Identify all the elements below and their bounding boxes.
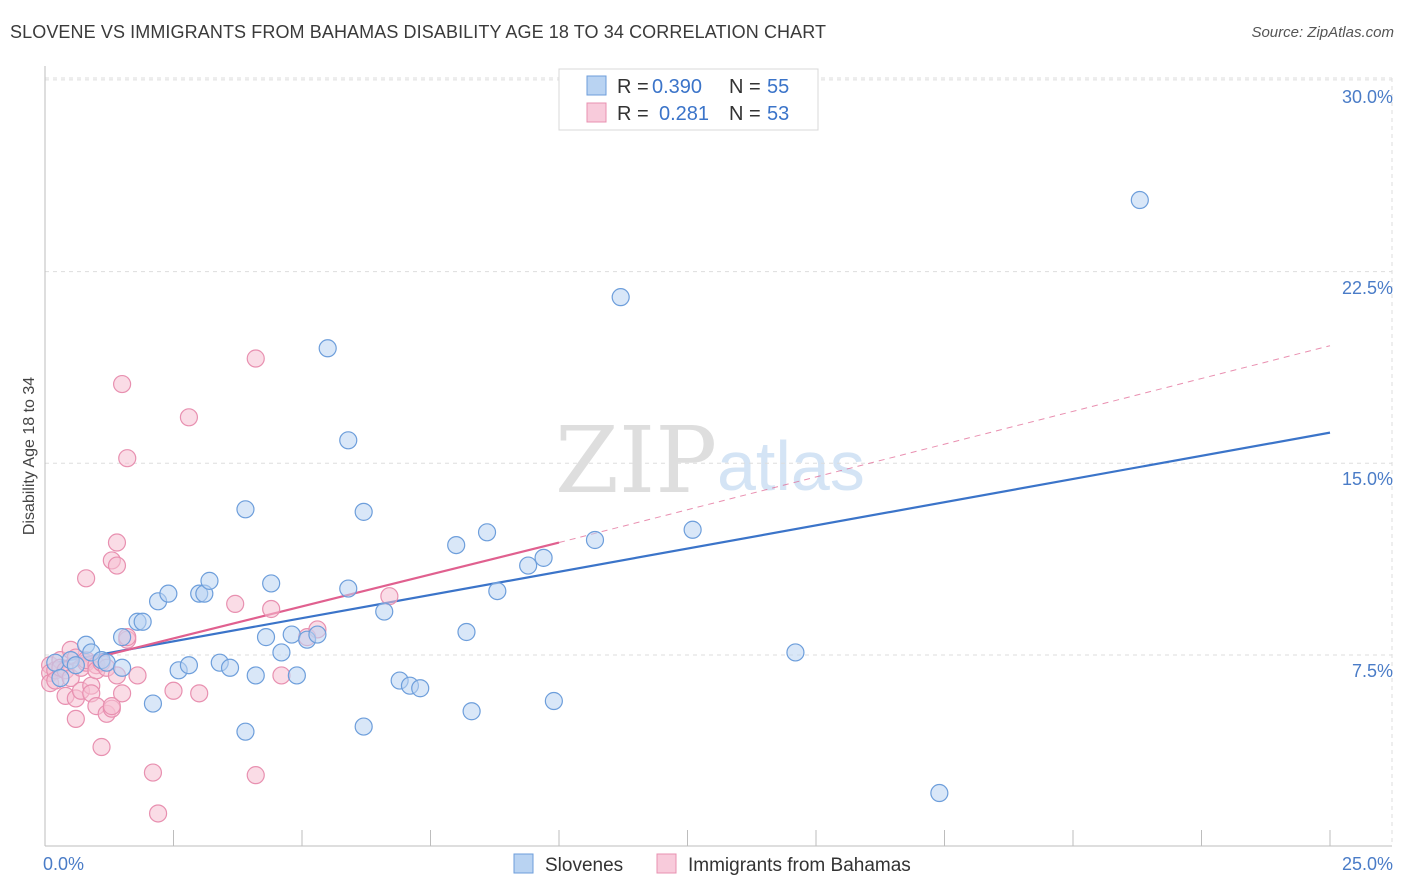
- legend-r-value-2: 0.281: [659, 103, 709, 125]
- point-slovenes: [272, 643, 291, 662]
- point-slovenes: [51, 668, 70, 688]
- point-slovenes: [236, 500, 255, 519]
- point-slovenes: [457, 622, 476, 642]
- chart-title: SLOVENE VS IMMIGRANTS FROM BAHAMAS DISAB…: [10, 22, 827, 42]
- watermark-atlas: atlas: [717, 427, 865, 505]
- legend-swatch-slovenes: [586, 75, 607, 96]
- point-slovenes: [282, 625, 301, 644]
- y-tick-label-7-5: 7.5%: [1352, 661, 1393, 681]
- trendlines: [55, 345, 1331, 669]
- point-bahamas: [246, 766, 265, 785]
- point-slovenes: [97, 653, 116, 672]
- point-slovenes: [477, 523, 497, 542]
- x-tick-label-max: 25.0%: [1342, 854, 1393, 874]
- point-bahamas: [112, 374, 132, 394]
- gridlines: [45, 77, 1393, 846]
- point-slovenes: [488, 581, 507, 601]
- point-slovenes: [262, 574, 281, 593]
- point-slovenes: [318, 339, 337, 358]
- point-slovenes: [611, 288, 630, 307]
- point-slovenes: [585, 530, 605, 550]
- point-bahamas: [143, 763, 163, 782]
- point-bahamas: [164, 681, 183, 700]
- legend-r-value-1: 0.390: [652, 76, 702, 98]
- point-bahamas: [179, 408, 199, 427]
- point-slovenes: [256, 628, 276, 647]
- legend-n-value-1: 55: [767, 76, 789, 98]
- point-slovenes: [236, 722, 255, 741]
- legend-r-label-1: R =: [617, 76, 649, 98]
- bottom-legend-swatch-slovenes: [513, 853, 534, 874]
- point-slovenes: [159, 584, 178, 603]
- point-slovenes: [143, 694, 163, 713]
- point-bahamas: [107, 533, 127, 552]
- point-slovenes: [786, 643, 805, 662]
- point-slovenes: [519, 556, 538, 575]
- legend-n-label-2: N =: [729, 103, 761, 125]
- point-bahamas: [77, 569, 96, 588]
- point-bahamas: [262, 599, 281, 619]
- point-slovenes: [179, 656, 199, 675]
- point-slovenes: [200, 571, 219, 590]
- point-slovenes: [220, 658, 240, 677]
- point-bahamas: [148, 804, 168, 823]
- point-slovenes: [544, 691, 563, 711]
- point-bahamas: [226, 594, 245, 613]
- y-tick-label-15: 15.0%: [1342, 469, 1393, 489]
- point-bahamas: [118, 449, 137, 468]
- point-slovenes: [462, 702, 481, 721]
- point-bahamas: [66, 709, 85, 729]
- point-slovenes: [287, 666, 306, 685]
- point-slovenes: [133, 612, 152, 631]
- legend-n-value-2: 53: [767, 103, 789, 125]
- data-points: [41, 190, 1149, 823]
- trendline: [55, 431, 1331, 664]
- point-slovenes: [246, 666, 265, 685]
- point-slovenes: [1130, 190, 1149, 210]
- bottom-legend-swatch-bahamas: [656, 853, 677, 874]
- axes: [44, 66, 1392, 847]
- trendline: [55, 541, 560, 669]
- point-slovenes: [354, 717, 373, 736]
- watermark-zip: ZIP: [555, 407, 717, 514]
- bottom-legend-label-slovenes: Slovenes: [545, 855, 623, 876]
- point-bahamas: [190, 684, 209, 703]
- point-slovenes: [339, 579, 358, 598]
- y-tick-label-30: 30.0%: [1342, 87, 1393, 107]
- y-axis-label: Disability Age 18 to 34: [21, 377, 38, 535]
- point-slovenes: [308, 625, 327, 644]
- point-bahamas: [272, 666, 291, 685]
- point-slovenes: [354, 502, 373, 521]
- point-slovenes: [66, 656, 85, 675]
- point-slovenes: [534, 548, 553, 567]
- y-tick-label-22-5: 22.5%: [1342, 278, 1393, 298]
- point-slovenes: [112, 658, 132, 677]
- x-tick-label-min: 0.0%: [43, 854, 84, 874]
- point-slovenes: [411, 679, 430, 698]
- legend-swatch-bahamas: [586, 102, 607, 123]
- point-bahamas: [107, 556, 127, 575]
- point-bahamas: [246, 349, 265, 368]
- point-bahamas: [380, 587, 399, 606]
- point-slovenes: [447, 535, 466, 555]
- trendline-extension: [558, 345, 1331, 544]
- point-slovenes: [339, 431, 358, 450]
- source-credit: Source: ZipAtlas.com: [1251, 24, 1394, 41]
- point-bahamas: [92, 737, 111, 757]
- point-slovenes: [46, 653, 65, 672]
- bottom-legend-label-bahamas: Immigrants from Bahamas: [688, 855, 911, 876]
- point-slovenes: [375, 602, 394, 621]
- point-slovenes: [112, 628, 132, 647]
- point-slovenes: [930, 783, 949, 803]
- legend-n-label-1: N =: [729, 76, 761, 98]
- correlation-legend: R = 0.390 N = 55 R = 0.281 N = 53: [558, 68, 819, 131]
- point-bahamas: [112, 684, 132, 703]
- series-legend: Slovenes Immigrants from Bahamas: [513, 853, 911, 876]
- legend-r-label-2: R =: [617, 103, 649, 125]
- point-bahamas: [128, 666, 147, 685]
- point-slovenes: [683, 520, 702, 539]
- point-bahamas: [102, 697, 121, 716]
